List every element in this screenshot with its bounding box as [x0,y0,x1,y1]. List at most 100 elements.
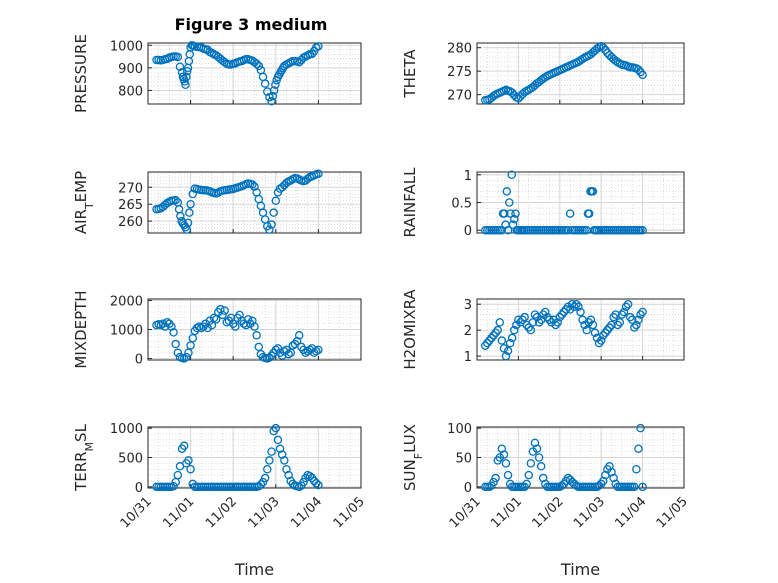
series-markers [481,42,647,105]
data-point [630,482,639,492]
data-point [250,182,259,191]
data-point [526,459,536,468]
data-point [553,318,562,327]
data-point [186,464,195,474]
data-point [497,336,507,345]
data-point [621,302,631,312]
subplot-5: 0 1000 2000 MIXDEPTH [72,290,362,369]
data-point [607,320,616,330]
y-tick-label: 0 [135,481,143,496]
data-point [538,310,548,319]
data-point [545,315,554,325]
data-point [173,348,183,357]
y-axis-label: RAINFALL [401,167,419,238]
y-axis-label: PRESSURE [72,34,90,113]
series-markers [152,423,323,492]
data-point [280,456,289,465]
data-point [547,318,556,327]
data-point [574,302,583,312]
data-point [269,208,278,217]
data-point [518,315,527,325]
data-point [258,477,268,487]
subplot-2: 270 275 280 THETA [401,42,685,105]
data-point [275,444,285,453]
data-point [596,336,606,345]
data-point [528,318,538,327]
data-point [162,317,172,327]
data-point [183,218,193,228]
data-point [171,339,180,349]
data-point [634,65,643,74]
data-point [634,315,643,325]
data-point [239,319,249,328]
y-tick-label: 900 [118,62,143,77]
data-point [534,453,544,462]
data-point [503,346,513,356]
data-point [512,320,521,330]
data-point [265,353,274,362]
data-point [584,209,594,218]
data-point [491,473,500,483]
y-tick-label: 275 [447,65,472,80]
data-point [605,323,614,332]
y-tick-label: 270 [447,89,472,104]
data-point [613,320,623,330]
data-point [582,325,591,335]
data-point [534,318,544,327]
data-point [171,195,180,205]
data-point [267,447,276,456]
axes-frame [476,426,685,489]
data-point [630,323,639,332]
data-point [267,97,276,106]
data-point [284,349,293,359]
series-markers [152,169,323,234]
data-point [294,57,304,67]
data-point [555,312,565,322]
data-point [265,225,274,234]
data-point [524,323,534,332]
data-point [267,220,276,229]
y-tick-label: 2000 [110,294,143,309]
data-point [501,459,511,468]
data-point [260,79,270,88]
data-point [588,320,598,330]
data-point [609,312,618,322]
data-point [280,61,289,71]
y-tick-label: 0 [464,481,472,496]
data-point [483,338,492,348]
y-tick-label: 0 [464,224,472,239]
data-point [599,43,608,52]
data-point [309,348,319,357]
data-point [638,482,647,492]
data-point [541,307,550,317]
data-point [209,313,219,323]
data-point [502,187,512,196]
data-point [505,338,515,348]
data-point [196,323,206,333]
y-tick-label: 0 [135,353,143,368]
data-point [487,333,496,343]
data-point [561,305,571,314]
data-point [520,88,529,97]
data-point [305,472,315,481]
subplot-1: 800 900 1000 PRESSURE [72,34,362,113]
data-point [314,480,323,490]
data-point [505,198,514,207]
y-axis-label: TERRMSL [72,423,96,492]
data-point [557,481,567,490]
y-tick-label: 265 [118,198,143,213]
data-point [185,208,194,217]
data-point [179,354,189,363]
data-point [277,182,287,192]
data-point [282,178,291,188]
series-markers [481,170,647,235]
data-point [594,481,604,490]
data-point [284,470,293,480]
data-point [173,470,183,480]
data-point [271,80,280,90]
data-point [268,91,278,101]
data-point [511,209,520,218]
data-point [638,225,647,235]
y-tick-label: 1 [464,169,472,184]
data-point [628,315,637,325]
